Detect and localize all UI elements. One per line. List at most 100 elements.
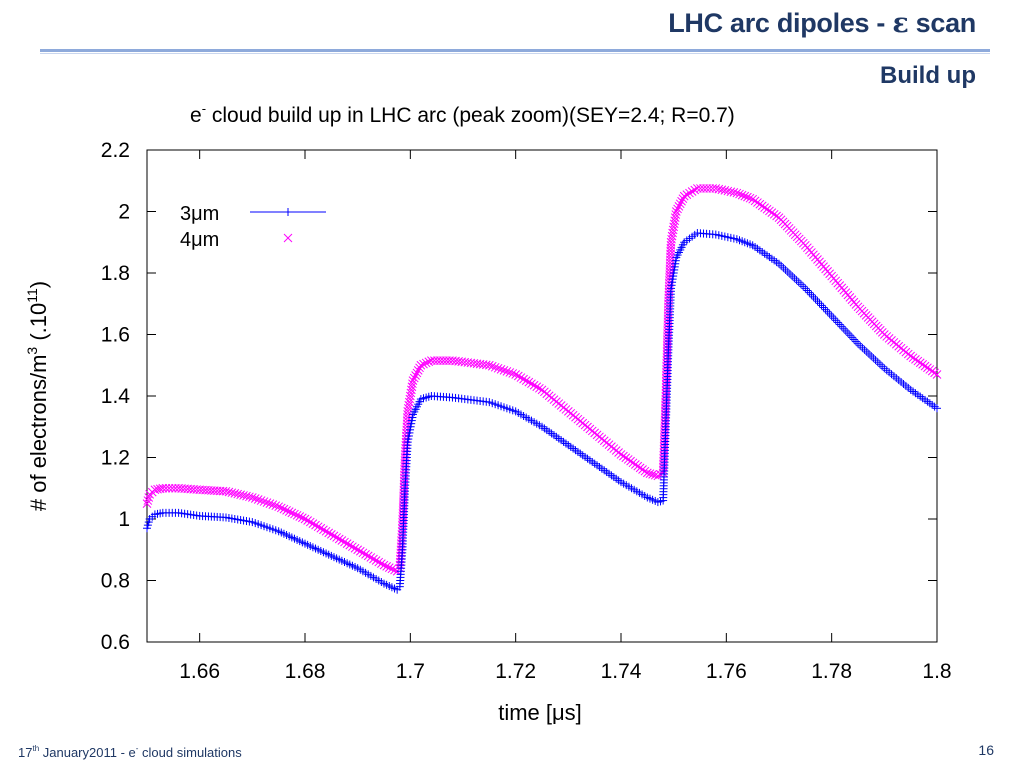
data-point-4um [685, 188, 694, 198]
data-point-4um [287, 508, 297, 518]
data-point-4um [621, 453, 631, 463]
data-point-4um [411, 371, 420, 380]
y-axis-label-post-a: (.10 [26, 303, 51, 347]
data-point-4um [319, 525, 328, 535]
data-point-4um [242, 491, 251, 501]
data-point-3um [794, 278, 803, 287]
y-axis-label: # of electrons/m3 (.1011) [24, 281, 51, 511]
data-point-4um [361, 550, 370, 559]
data-point-3um [869, 354, 878, 363]
data-point-4um [282, 506, 291, 515]
data-point-3um [817, 301, 826, 310]
data-point-4um [382, 562, 391, 571]
data-point-4um [268, 500, 278, 510]
data-point-4um [687, 187, 697, 196]
data-point-4um [245, 492, 254, 502]
data-point-4um [508, 369, 518, 378]
data-point-4um [484, 360, 494, 370]
legend-marker-4um [283, 233, 293, 243]
data-point-4um [760, 203, 769, 212]
footer-e-sup: - [135, 744, 139, 753]
data-point-3um [878, 362, 887, 371]
data-point-4um [638, 465, 647, 474]
data-point-4um [334, 534, 344, 544]
data-point-4um [918, 360, 927, 369]
data-point-3um [858, 343, 867, 352]
slide-subtitle: Build up [880, 62, 976, 89]
chart-title-sup: - [202, 101, 206, 116]
x-tick-label: 1.78 [811, 660, 852, 683]
y-tick-label: 2.2 [101, 139, 130, 162]
data-point-4um [143, 496, 153, 505]
y-axis-label-post-b: ) [26, 281, 51, 288]
data-point-4um [645, 469, 655, 478]
data-point-3um [845, 331, 854, 340]
y-tick-label: 0.8 [101, 570, 130, 593]
data-point-4um [906, 351, 916, 361]
legend: 3μm 4μm [180, 203, 326, 251]
data-point-3um [799, 282, 808, 291]
legend-label-3um: 3μm [180, 203, 219, 225]
data-point-4um [735, 189, 744, 199]
data-point-4um [532, 382, 542, 392]
title-divider-shadow [40, 53, 990, 54]
legend-label-4um: 4μm [180, 229, 219, 251]
chart-title-pre: e [190, 104, 202, 127]
data-point-4um [340, 537, 349, 547]
data-point-4um [757, 201, 767, 211]
data-point-4um [631, 460, 640, 469]
data-point-4um [690, 185, 700, 195]
series-4um-markers [142, 184, 942, 576]
y-axis-label-sup: 3 [24, 347, 40, 355]
data-point-4um [326, 530, 336, 539]
y-tick-label: 1 [118, 508, 130, 531]
data-point-3um [796, 280, 805, 289]
data-point-4um [499, 366, 509, 375]
data-point-4um [481, 360, 491, 370]
data-point-3um [843, 329, 852, 338]
data-point-4um [324, 528, 334, 538]
data-point-4um [358, 548, 368, 558]
data-point-4um [642, 468, 652, 478]
data-point-3um [803, 286, 812, 295]
data-point-4um [535, 383, 544, 393]
data-point-4um [153, 484, 162, 494]
x-ticks: 1.66 1.68 1.7 1.72 1.74 1.76 1.78 1.8 [179, 150, 952, 683]
data-point-3um [807, 290, 816, 299]
data-point-4um [511, 370, 521, 379]
data-point-4um [408, 379, 417, 389]
data-point-4um [674, 202, 684, 211]
data-point-4um [640, 466, 650, 476]
data-point-4um [247, 493, 257, 502]
y-tick-label: 0.6 [101, 631, 130, 654]
data-point-3um [851, 337, 860, 346]
data-point-4um [616, 450, 626, 459]
data-point-4um [321, 526, 331, 536]
data-point-4um [262, 498, 272, 507]
data-point-4um [348, 542, 357, 552]
data-point-3um [783, 267, 792, 276]
data-point-4um [276, 503, 286, 513]
data-point-4um [227, 488, 237, 498]
data-point-4um [308, 519, 318, 528]
data-point-4um [908, 353, 918, 363]
data-point-4um [705, 184, 715, 193]
data-point-4um [150, 485, 160, 495]
data-point-4um [671, 207, 681, 216]
slide-title: LHC arc dipoles - ε scan [668, 8, 976, 39]
data-point-4um [384, 563, 394, 572]
data-point-4um [628, 458, 638, 468]
y-axis-label-post-sup: 11 [24, 288, 40, 303]
data-point-4um [493, 363, 503, 373]
x-tick-label: 1.74 [601, 660, 642, 683]
y-tick-label: 1.8 [101, 262, 130, 285]
data-point-4um [158, 483, 168, 493]
x-axis-label: time [μs] [498, 700, 582, 725]
data-point-4um [915, 358, 925, 368]
data-point-3um [779, 263, 788, 272]
data-point-3um [854, 339, 862, 348]
slide-title-symbol: ε [892, 8, 909, 39]
data-point-4um [529, 380, 539, 390]
data-point-4um [920, 361, 930, 371]
x-tick-label: 1.76 [706, 660, 747, 683]
